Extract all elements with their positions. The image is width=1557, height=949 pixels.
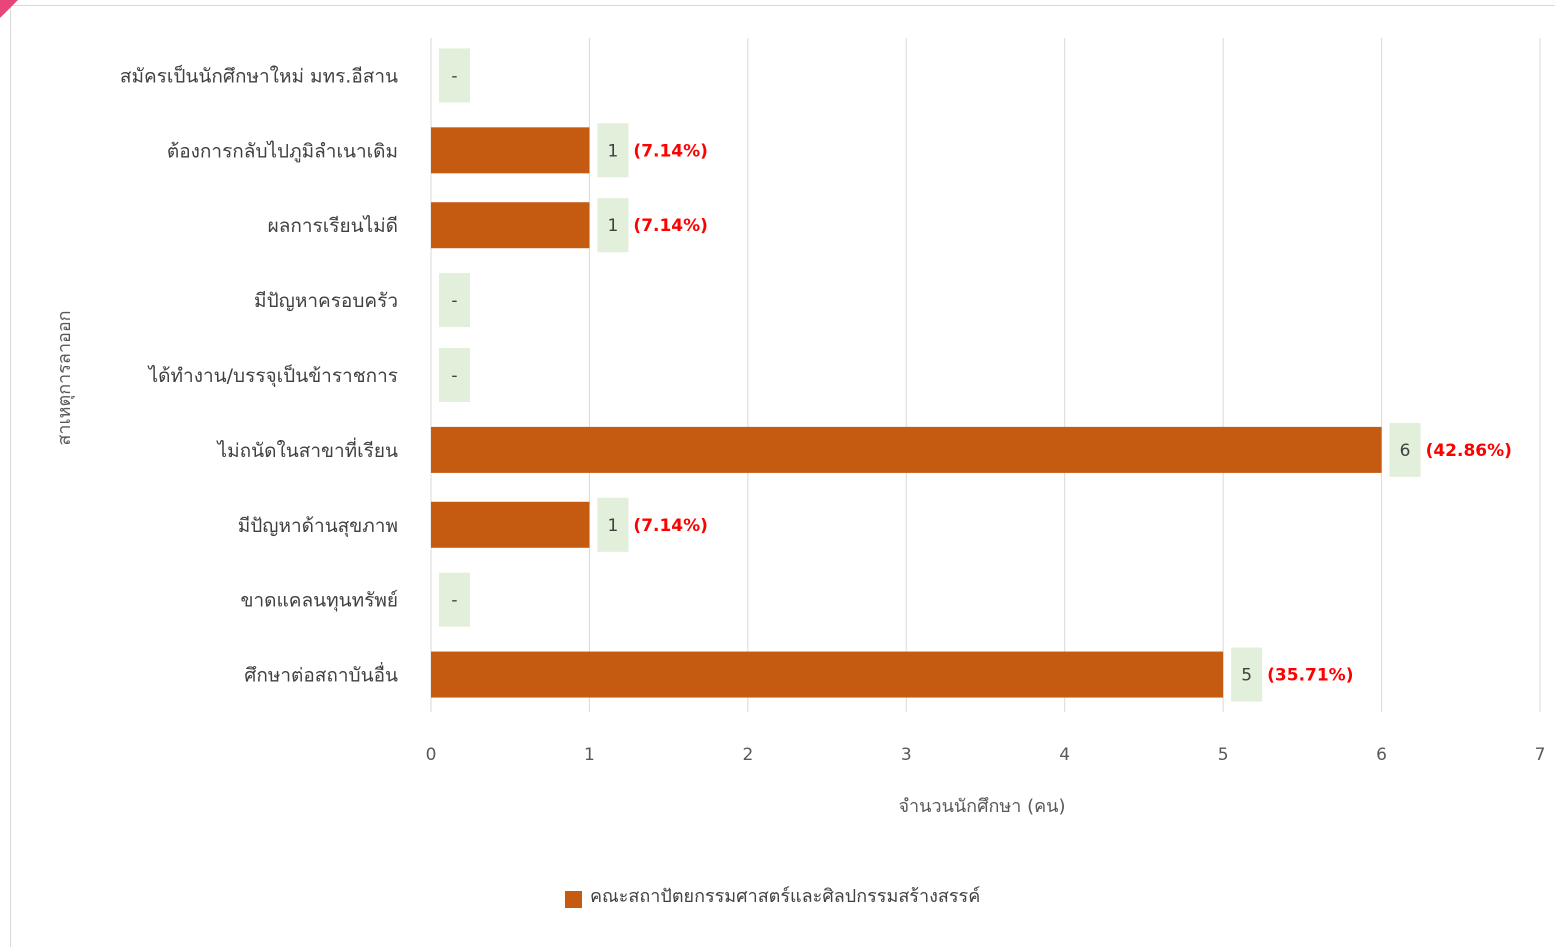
corner-accent: [0, 0, 18, 18]
data-label-bg: [439, 273, 470, 328]
x-tick-label: 6: [1376, 745, 1387, 765]
x-axis-title: จำนวนนักศึกษา (คน): [899, 796, 1066, 817]
bars: [431, 127, 1382, 698]
category-label: ศึกษาต่อสถาบันอื่น: [244, 662, 398, 687]
data-label-bg: [597, 497, 629, 552]
data-label: -: [451, 591, 457, 611]
data-label: -: [451, 66, 457, 86]
percent-label: (7.14%): [633, 216, 708, 236]
data-label-bg: [439, 48, 470, 103]
legend-swatch: [565, 891, 582, 908]
x-tick-label: 2: [742, 745, 753, 765]
data-labels: - 1 (7.14%) 1 (7.14%) - - 6 (42.86%) 1 (7.14%) - 5 (3…: [439, 48, 1512, 702]
chart-frame: [10, 5, 1555, 947]
percent-label: (42.86%): [1426, 441, 1512, 461]
data-label-bg: [439, 572, 470, 627]
bar: [431, 127, 590, 174]
x-tick-labels: 0 1 2 3 4 5 6 7: [426, 745, 1546, 765]
x-tick-label: 7: [1535, 745, 1546, 765]
gridlines: [430, 38, 1541, 712]
legend: คณะสถาปัตยกรรมศาสตร์และศิลปกรรมสร้างสรรค…: [565, 886, 980, 908]
bar: [431, 501, 590, 548]
data-label-bg: [439, 348, 470, 402]
category-label: สมัครเป็นนักศึกษาใหม่ มทร.อีสาน: [120, 63, 398, 87]
legend-label: คณะสถาปัตยกรรมศาสตร์และศิลปกรรมสร้างสรรค…: [590, 886, 980, 907]
bar: [431, 202, 590, 249]
percent-label: (35.71%): [1267, 666, 1353, 686]
category-label: มีปัญหาครอบครัว: [254, 290, 398, 312]
data-label-bg: [597, 198, 629, 253]
x-tick-label: 0: [426, 745, 437, 765]
percent-label: (7.14%): [633, 516, 708, 536]
data-label-bg: [597, 123, 629, 178]
x-tick-label: 5: [1218, 745, 1229, 765]
data-label: 1: [608, 516, 619, 536]
category-label: ขาดแคลนทุนทรัพย์: [241, 590, 398, 613]
bar: [431, 651, 1224, 698]
data-label: 1: [608, 216, 619, 236]
category-label: มีปัญหาด้านสุขภาพ: [238, 515, 398, 538]
data-label-bg: [1231, 647, 1263, 702]
data-label: 1: [608, 141, 619, 161]
category-label: ต้องการกลับไปภูมิลำเนาเดิม: [167, 140, 398, 162]
percent-label: (7.14%): [633, 141, 708, 161]
x-tick-label: 3: [901, 745, 912, 765]
x-tick-label: 4: [1059, 745, 1070, 765]
y-axis-title: สาเหตุการลาออก: [54, 310, 75, 445]
category-label: ได้ทำงาน/บรรจุเป็นข้าราชการ: [147, 363, 398, 388]
category-label: ไม่ถนัดในสาขาที่เรียน: [216, 437, 398, 462]
x-tick-label: 1: [584, 745, 595, 765]
data-label: 5: [1241, 666, 1252, 686]
bar: [431, 426, 1382, 473]
category-labels: สมัครเป็นนักศึกษาใหม่ มทร.อีสานต้องการกล…: [120, 63, 398, 686]
data-label-bg: [1389, 422, 1421, 477]
data-label: -: [451, 366, 457, 386]
data-label: -: [451, 291, 457, 311]
category-label: ผลการเรียนไม่ดี: [268, 215, 398, 237]
data-label: 6: [1400, 441, 1411, 461]
